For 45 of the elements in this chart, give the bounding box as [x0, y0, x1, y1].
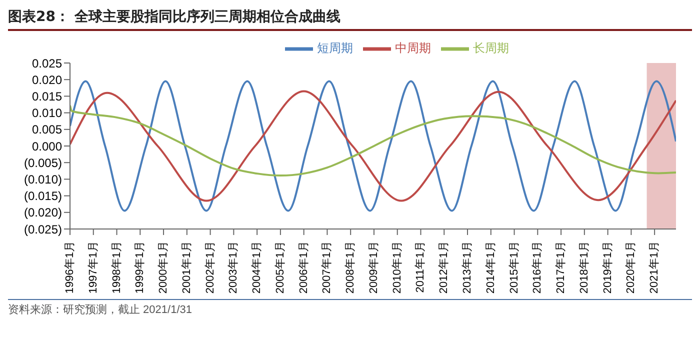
x-tick-label: 2008年1月 — [344, 241, 357, 294]
legend-label: 中周期 — [395, 41, 431, 56]
y-tick-label: (0.015) — [24, 189, 62, 204]
y-tick-label: (0.010) — [24, 172, 62, 186]
text: 资料来源：研究预测，截止 2021/1/31 — [8, 302, 692, 317]
x-tick-label: 2007年1月 — [321, 241, 334, 294]
x-tick-label: 2001年1月 — [180, 241, 193, 294]
x-tick-label: 2006年1月 — [298, 241, 310, 294]
y-tick-label: 0.020 — [32, 72, 62, 87]
y-tick-label: 0.025 — [32, 56, 62, 70]
x-tick-label: 1999年1月 — [134, 241, 146, 294]
x-tick-label: 2019年1月 — [602, 241, 614, 294]
x-tick-label: 2002年1月 — [204, 241, 216, 294]
y-tick-label: (0.025) — [24, 222, 62, 236]
x-tick-label: 1998年1月 — [110, 241, 123, 294]
line-series — [70, 104, 676, 177]
x-tick-label: 1997年1月 — [87, 241, 100, 294]
line-series — [70, 90, 676, 202]
y-tick-label: (0.020) — [24, 206, 62, 220]
x-tick-label: 2013年1月 — [462, 241, 474, 294]
x-tick-label: 1996年1月 — [64, 241, 76, 294]
x-tick-label: 2017年1月 — [555, 241, 568, 294]
y-tick-label: 0.005 — [32, 122, 62, 137]
x-tick-label: 2020年1月 — [625, 241, 638, 294]
x-tick-label: 2016年1月 — [532, 241, 544, 294]
y-tick-label: 0.015 — [32, 89, 62, 104]
x-tick-label: 2010年1月 — [391, 241, 404, 294]
chart-title: 图表28： 全球主要股指同比序列三周期相位合成曲线 — [8, 8, 692, 31]
y-tick-label: 0.010 — [32, 106, 62, 120]
x-tick-label: 2004年1月 — [251, 241, 264, 294]
y-tick-label: (0.005) — [24, 156, 62, 170]
x-tick-label: 2018年1月 — [578, 241, 590, 294]
x-tick-label: 2015年1月 — [508, 241, 520, 294]
x-tick-label: 2021年1月 — [648, 241, 661, 294]
x-tick-label: 2000年1月 — [158, 241, 170, 294]
legend-label: 短周期 — [317, 41, 353, 56]
x-tick-label: 2003年1月 — [228, 241, 240, 294]
x-tick-label: 2011年1月 — [414, 241, 427, 293]
x-tick-label: 2012年1月 — [438, 241, 450, 294]
x-tick-label: 2005年1月 — [274, 241, 286, 294]
x-tick-label: 2014年1月 — [484, 241, 497, 294]
line-series — [70, 80, 676, 212]
y-tick-label: 0.000 — [32, 139, 62, 154]
legend-label: 长周期 — [473, 41, 509, 56]
x-tick-label: 2009年1月 — [368, 241, 380, 294]
